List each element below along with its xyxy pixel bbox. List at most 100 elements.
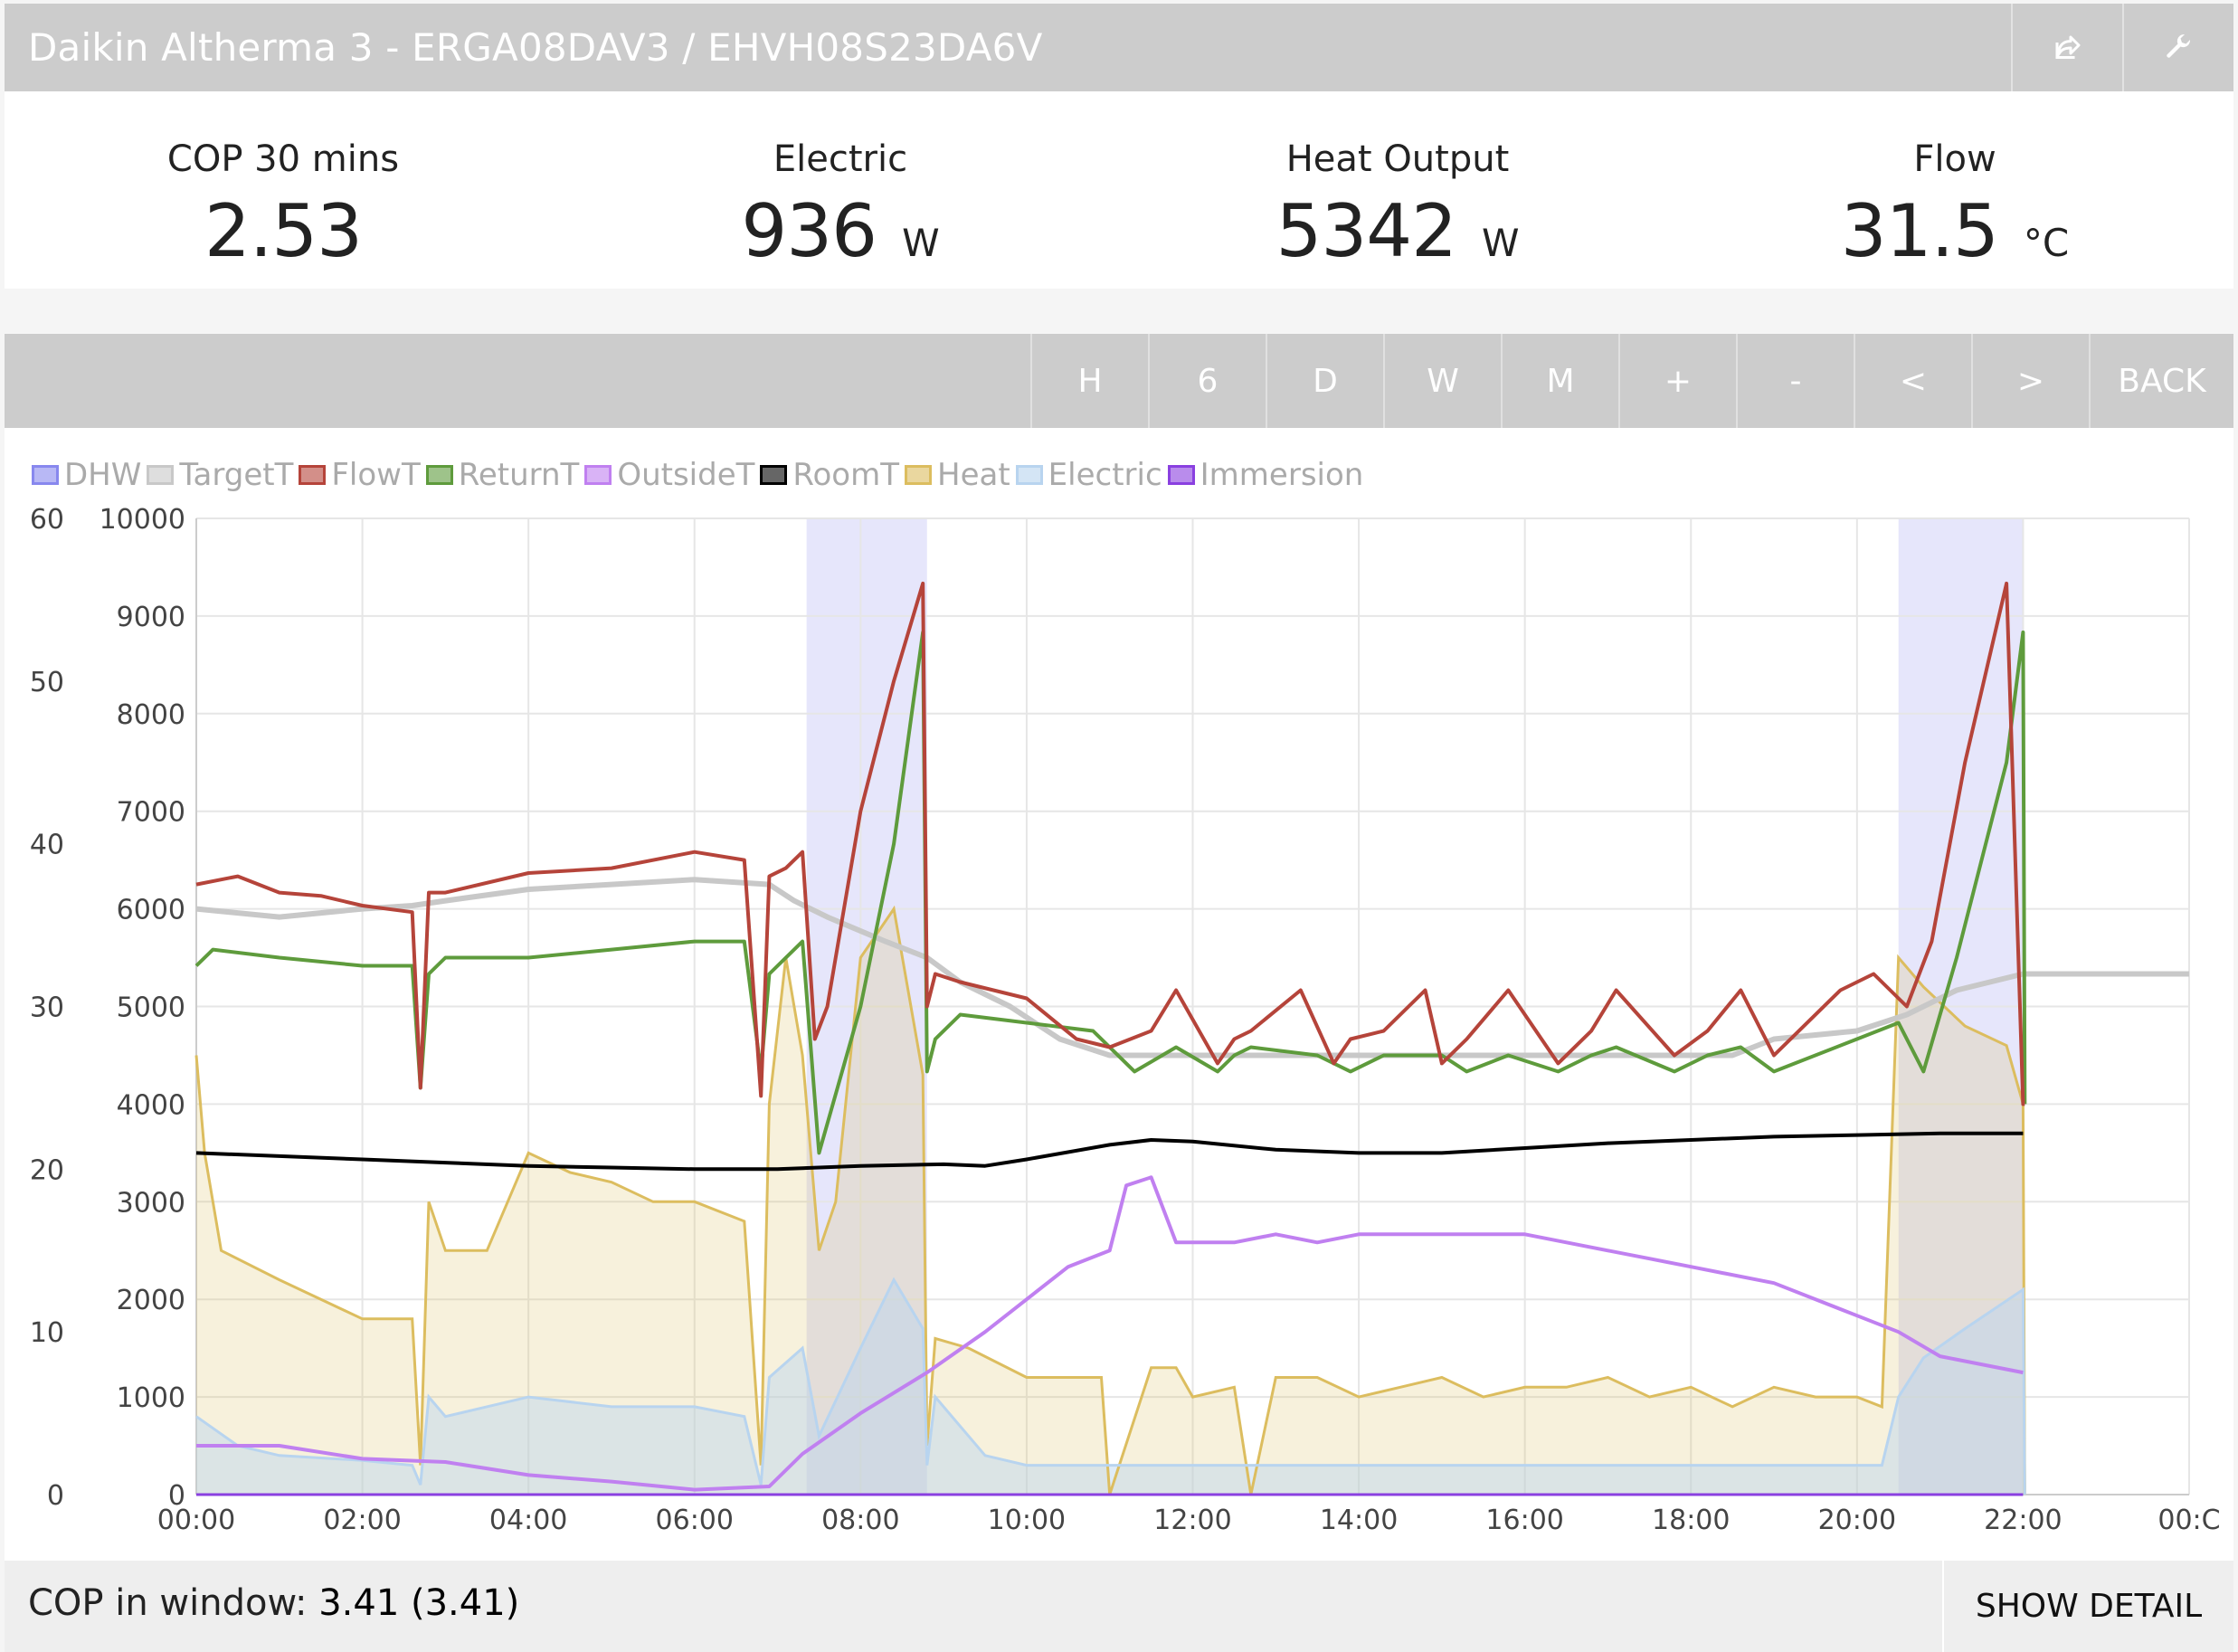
- x-tick-label: 18:00: [1652, 1505, 1730, 1536]
- series-roomt-line: [195, 1131, 2024, 1172]
- x-tick-label: 08:00: [821, 1505, 899, 1536]
- legend-label: Heat: [937, 457, 1010, 493]
- month-button[interactable]: M: [1501, 334, 1618, 428]
- legend-label: RoomT: [792, 457, 899, 493]
- x-tick-label: 10:00: [988, 1505, 1066, 1536]
- y-left-tick-label: 40: [30, 830, 64, 861]
- legend-label: FlowT: [331, 457, 421, 493]
- y-right-tick-label: 2000: [117, 1285, 185, 1316]
- legend-item-flowt[interactable]: FlowT: [299, 457, 421, 493]
- stat-heat-output: Heat Output 5342 W: [1119, 91, 1676, 289]
- y-right-tick-label: 10000: [100, 504, 185, 536]
- y-right-tick-label: 7000: [117, 797, 185, 829]
- y-left-tick-label: 60: [30, 504, 64, 536]
- stat-electric: Electric 936 W: [562, 91, 1119, 289]
- stat-label: Flow: [1913, 138, 1996, 180]
- x-tick-label: 00:C: [2157, 1505, 2220, 1536]
- time-toolbar: H 6 D W M + - < > BACK: [5, 334, 2233, 428]
- stat-label: Heat Output: [1285, 138, 1510, 180]
- series-electric-line: [195, 1277, 2026, 1495]
- x-tick-label: 20:00: [1818, 1505, 1896, 1536]
- stats-panel: COP 30 mins 2.53 Electric 936 W Heat Outp…: [5, 91, 2233, 289]
- x-tick-label: 02:00: [323, 1505, 401, 1536]
- chart-legend: DHW TargetT FlowT ReturnT OutsideT RoomT Heat E…: [32, 457, 1369, 493]
- back-button[interactable]: BACK: [2089, 334, 2233, 428]
- footer-bar: COP in window: 3.41 (3.41) SHOW DETAIL: [5, 1561, 2233, 1652]
- stat-flow: Flow 31.5 °C: [1676, 91, 2233, 289]
- chart-panel: DHW TargetT FlowT ReturnT OutsideT RoomT Heat E…: [5, 428, 2233, 1561]
- stat-unit: °C: [2023, 221, 2070, 265]
- legend-label: ReturnT: [458, 457, 580, 493]
- y-right-tick-label: 1000: [117, 1382, 185, 1414]
- stat-value: 5342: [1275, 189, 1457, 273]
- stat-cop: COP 30 mins 2.53: [5, 91, 562, 289]
- legend-item-roomt[interactable]: RoomT: [760, 457, 899, 493]
- y-right-tick-label: 0: [168, 1480, 185, 1512]
- legend-item-electric[interactable]: Electric: [1015, 457, 1162, 493]
- y-left-tick-label: 30: [30, 992, 64, 1024]
- x-tick-label: 06:00: [656, 1505, 734, 1536]
- zoom-out-button[interactable]: -: [1736, 334, 1854, 428]
- legend-swatch: [1167, 465, 1195, 485]
- y-left-tick-label: 0: [47, 1480, 64, 1512]
- series-electric-area: [196, 1279, 2025, 1495]
- y-left-tick-label: 20: [30, 1154, 64, 1186]
- history-chart[interactable]: 00:00 02:00 04:00 06:00 08:00 10:00 12:00 14:00…: [5, 428, 2233, 1561]
- series-heat-area: [196, 908, 2025, 1495]
- series-returnt-line: [194, 630, 2027, 1155]
- x-tick-label: 14:00: [1320, 1505, 1398, 1536]
- x-tick-label: 22:00: [1984, 1505, 2062, 1536]
- x-tick-label: 12:00: [1153, 1505, 1231, 1536]
- settings-button[interactable]: [2122, 4, 2233, 91]
- y-right-tick-label: 3000: [117, 1187, 185, 1219]
- y-right-tick-label: 6000: [117, 895, 185, 926]
- stat-value: 936: [741, 189, 877, 273]
- x-tick-label: 00:00: [157, 1505, 235, 1536]
- hour-button[interactable]: H: [1030, 334, 1148, 428]
- series-targett-line: [195, 877, 2189, 1059]
- legend-swatch: [1015, 465, 1043, 485]
- day-button[interactable]: D: [1266, 334, 1383, 428]
- legend-swatch: [32, 465, 59, 485]
- y-right-tick-label: 8000: [117, 699, 185, 731]
- show-detail-button[interactable]: SHOW DETAIL: [1942, 1561, 2233, 1652]
- legend-item-immersion[interactable]: Immersion: [1167, 457, 1364, 493]
- legend-item-targett[interactable]: TargetT: [147, 457, 293, 493]
- wrench-icon: [2166, 33, 2190, 58]
- y-left-tick-label: 10: [30, 1317, 64, 1349]
- legend-item-dhw[interactable]: DHW: [32, 457, 141, 493]
- pan-left-button[interactable]: <: [1854, 334, 1971, 428]
- six-hour-button[interactable]: 6: [1148, 334, 1266, 428]
- legend-swatch: [905, 465, 932, 485]
- stat-label: Electric: [773, 138, 908, 180]
- y-right-tick-label: 9000: [117, 602, 185, 633]
- share-icon: [2055, 35, 2080, 59]
- y-right-tick-label: 4000: [117, 1089, 185, 1121]
- legend-item-outsidet[interactable]: OutsideT: [584, 457, 754, 493]
- legend-swatch: [584, 465, 612, 485]
- zoom-in-button[interactable]: +: [1618, 334, 1736, 428]
- legend-label: Electric: [1048, 457, 1162, 493]
- pan-right-button[interactable]: >: [1971, 334, 2089, 428]
- stat-unit: W: [1482, 221, 1520, 265]
- y-left-tick-label: 50: [30, 667, 64, 698]
- share-button[interactable]: [2011, 4, 2122, 91]
- app-title: Daikin Altherma 3 - ERGA08DAV3 / EHVH08S…: [28, 25, 1043, 70]
- cop-window-value: 3.41 (3.41): [318, 1582, 520, 1624]
- legend-swatch: [760, 465, 788, 485]
- legend-label: TargetT: [179, 457, 294, 493]
- week-button[interactable]: W: [1383, 334, 1501, 428]
- legend-label: DHW: [64, 457, 142, 493]
- x-tick-label: 04:00: [489, 1505, 567, 1536]
- legend-swatch: [147, 465, 175, 485]
- cop-window-label: COP in window:: [28, 1582, 308, 1624]
- x-tick-label: 16:00: [1485, 1505, 1563, 1536]
- legend-label: OutsideT: [617, 457, 755, 493]
- legend-swatch: [425, 465, 453, 485]
- stat-unit: W: [902, 221, 940, 265]
- legend-label: Immersion: [1200, 457, 1364, 493]
- legend-item-returnt[interactable]: ReturnT: [425, 457, 580, 493]
- legend-swatch: [299, 465, 327, 485]
- stat-value: 2.53: [204, 189, 363, 273]
- legend-item-heat[interactable]: Heat: [905, 457, 1010, 493]
